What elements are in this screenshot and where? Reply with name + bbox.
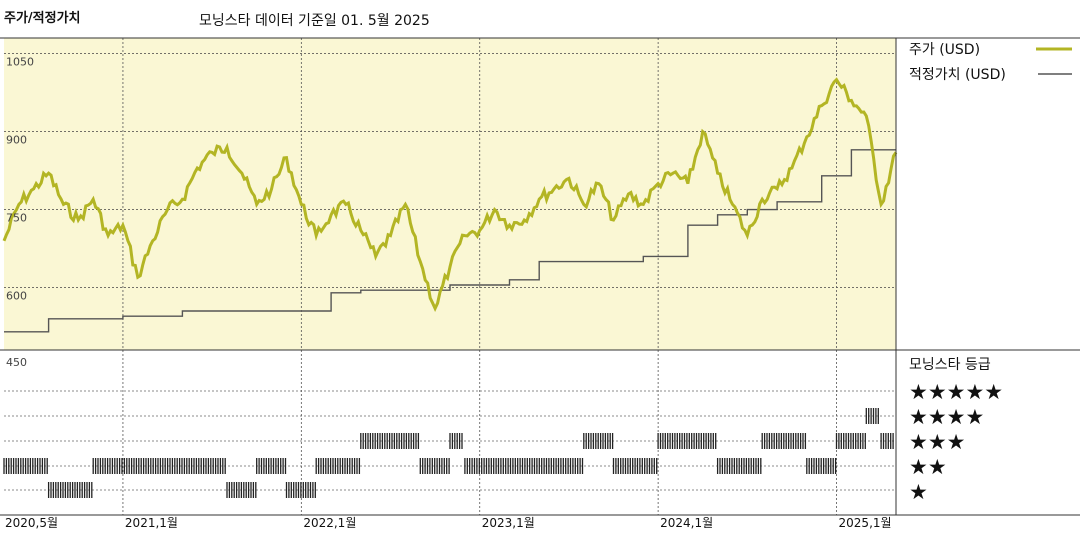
rating-segment bbox=[3, 458, 48, 474]
rating-level-stars: ★ bbox=[909, 480, 928, 504]
x-tick-label: 2022,1월 bbox=[303, 516, 356, 530]
rating-segment bbox=[865, 408, 879, 424]
chart-title: 주가/적정가치 bbox=[4, 10, 81, 26]
y-axis-ticks: 1050 900 750 600 450 bbox=[6, 56, 34, 369]
rating-plot-background bbox=[4, 350, 896, 515]
rating-segment bbox=[464, 458, 584, 474]
y-tick-label: 450 bbox=[6, 356, 27, 369]
rating-level-stars: ★★★★ bbox=[909, 405, 984, 429]
rating-level-stars: ★★★★★ bbox=[909, 380, 1003, 404]
rating-segment bbox=[226, 482, 257, 498]
x-tick-label: 2023,1월 bbox=[482, 516, 535, 530]
rating-level-stars: ★★ bbox=[909, 455, 947, 479]
rating-segment bbox=[315, 458, 361, 474]
legend-price-label: 주가 (USD) bbox=[909, 42, 980, 58]
rating-segment bbox=[761, 433, 807, 449]
rating-segment bbox=[806, 458, 837, 474]
rating-bars bbox=[3, 408, 894, 498]
rating-segment bbox=[419, 458, 450, 474]
y-tick-label: 600 bbox=[6, 290, 27, 303]
rating-segment bbox=[256, 458, 287, 474]
rating-segment bbox=[47, 482, 93, 498]
rating-segment bbox=[583, 433, 614, 449]
rating-segment bbox=[657, 433, 717, 449]
x-tick-label: 2025,1월 bbox=[839, 516, 892, 530]
legend-fair-value-label: 적정가치 (USD) bbox=[909, 67, 1006, 83]
chart-subtitle: 모닝스타 데이터 기준일 01. 5월 2025 bbox=[199, 13, 430, 29]
x-tick-label: 2024,1월 bbox=[660, 516, 713, 530]
rating-segment bbox=[285, 482, 316, 498]
y-tick-label: 750 bbox=[6, 212, 27, 225]
rating-segment bbox=[880, 433, 894, 449]
legend-rating-title: 모닝스타 등급 bbox=[909, 357, 991, 373]
legend-rating-levels: ★★★★★★★★★★★★★★★ bbox=[909, 380, 1003, 504]
rating-segment bbox=[360, 433, 420, 449]
x-tick-label: 2021,1월 bbox=[125, 516, 178, 530]
y-tick-label: 1050 bbox=[6, 56, 34, 69]
x-tick-label: 2020,5월 bbox=[5, 516, 58, 530]
rating-segment bbox=[449, 433, 463, 449]
x-axis-ticks: 2020,5월 2021,1월 2022,1월 2023,1월 2024,1월 2025,… bbox=[5, 516, 892, 530]
price-plot-background bbox=[4, 38, 896, 350]
rating-segment bbox=[92, 458, 226, 474]
y-tick-label: 900 bbox=[6, 134, 27, 147]
rating-level-stars: ★★★ bbox=[909, 430, 965, 454]
rating-segment bbox=[716, 458, 762, 474]
chart-frame bbox=[0, 37, 1080, 516]
legend: 주가 (USD) 적정가치 (USD) 모닝스타 등급 ★★★★★★★★★★★★… bbox=[909, 42, 1072, 504]
rating-segment bbox=[835, 433, 866, 449]
fair-value-line bbox=[4, 149, 896, 333]
price-line bbox=[2, 77, 898, 312]
rating-segment bbox=[612, 458, 658, 474]
